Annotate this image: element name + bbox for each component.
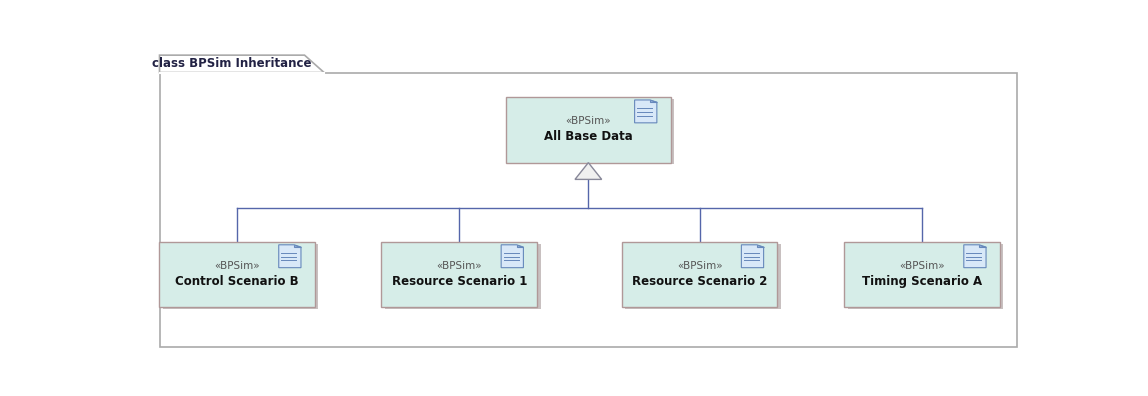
Text: Resource Scenario 1: Resource Scenario 1	[391, 275, 527, 288]
FancyBboxPatch shape	[626, 244, 781, 309]
FancyBboxPatch shape	[844, 242, 1000, 307]
FancyBboxPatch shape	[160, 72, 1017, 347]
Text: «BPSim»: «BPSim»	[215, 261, 259, 271]
Polygon shape	[517, 245, 523, 247]
Text: class BPSim Inheritance: class BPSim Inheritance	[153, 57, 312, 70]
FancyBboxPatch shape	[163, 244, 318, 309]
Text: «BPSim»: «BPSim»	[436, 261, 482, 271]
FancyBboxPatch shape	[381, 242, 537, 307]
Text: «BPSim»: «BPSim»	[899, 261, 945, 271]
Text: Control Scenario B: Control Scenario B	[176, 275, 298, 288]
Polygon shape	[160, 55, 324, 72]
Text: Resource Scenario 2: Resource Scenario 2	[631, 275, 767, 288]
Polygon shape	[575, 163, 602, 179]
FancyBboxPatch shape	[622, 242, 777, 307]
FancyBboxPatch shape	[160, 242, 315, 307]
FancyBboxPatch shape	[847, 244, 1003, 309]
Text: Timing Scenario A: Timing Scenario A	[862, 275, 982, 288]
Polygon shape	[502, 245, 523, 268]
FancyBboxPatch shape	[506, 97, 670, 163]
Polygon shape	[635, 100, 657, 123]
FancyBboxPatch shape	[385, 244, 541, 309]
FancyBboxPatch shape	[510, 99, 674, 164]
Polygon shape	[294, 245, 301, 247]
Polygon shape	[979, 245, 986, 247]
Polygon shape	[279, 245, 301, 268]
Text: «BPSim»: «BPSim»	[677, 261, 722, 271]
Text: All Base Data: All Base Data	[544, 130, 633, 143]
Polygon shape	[742, 245, 763, 268]
Polygon shape	[757, 245, 763, 247]
Polygon shape	[650, 100, 657, 102]
Polygon shape	[964, 245, 986, 268]
Text: «BPSim»: «BPSim»	[566, 116, 611, 126]
